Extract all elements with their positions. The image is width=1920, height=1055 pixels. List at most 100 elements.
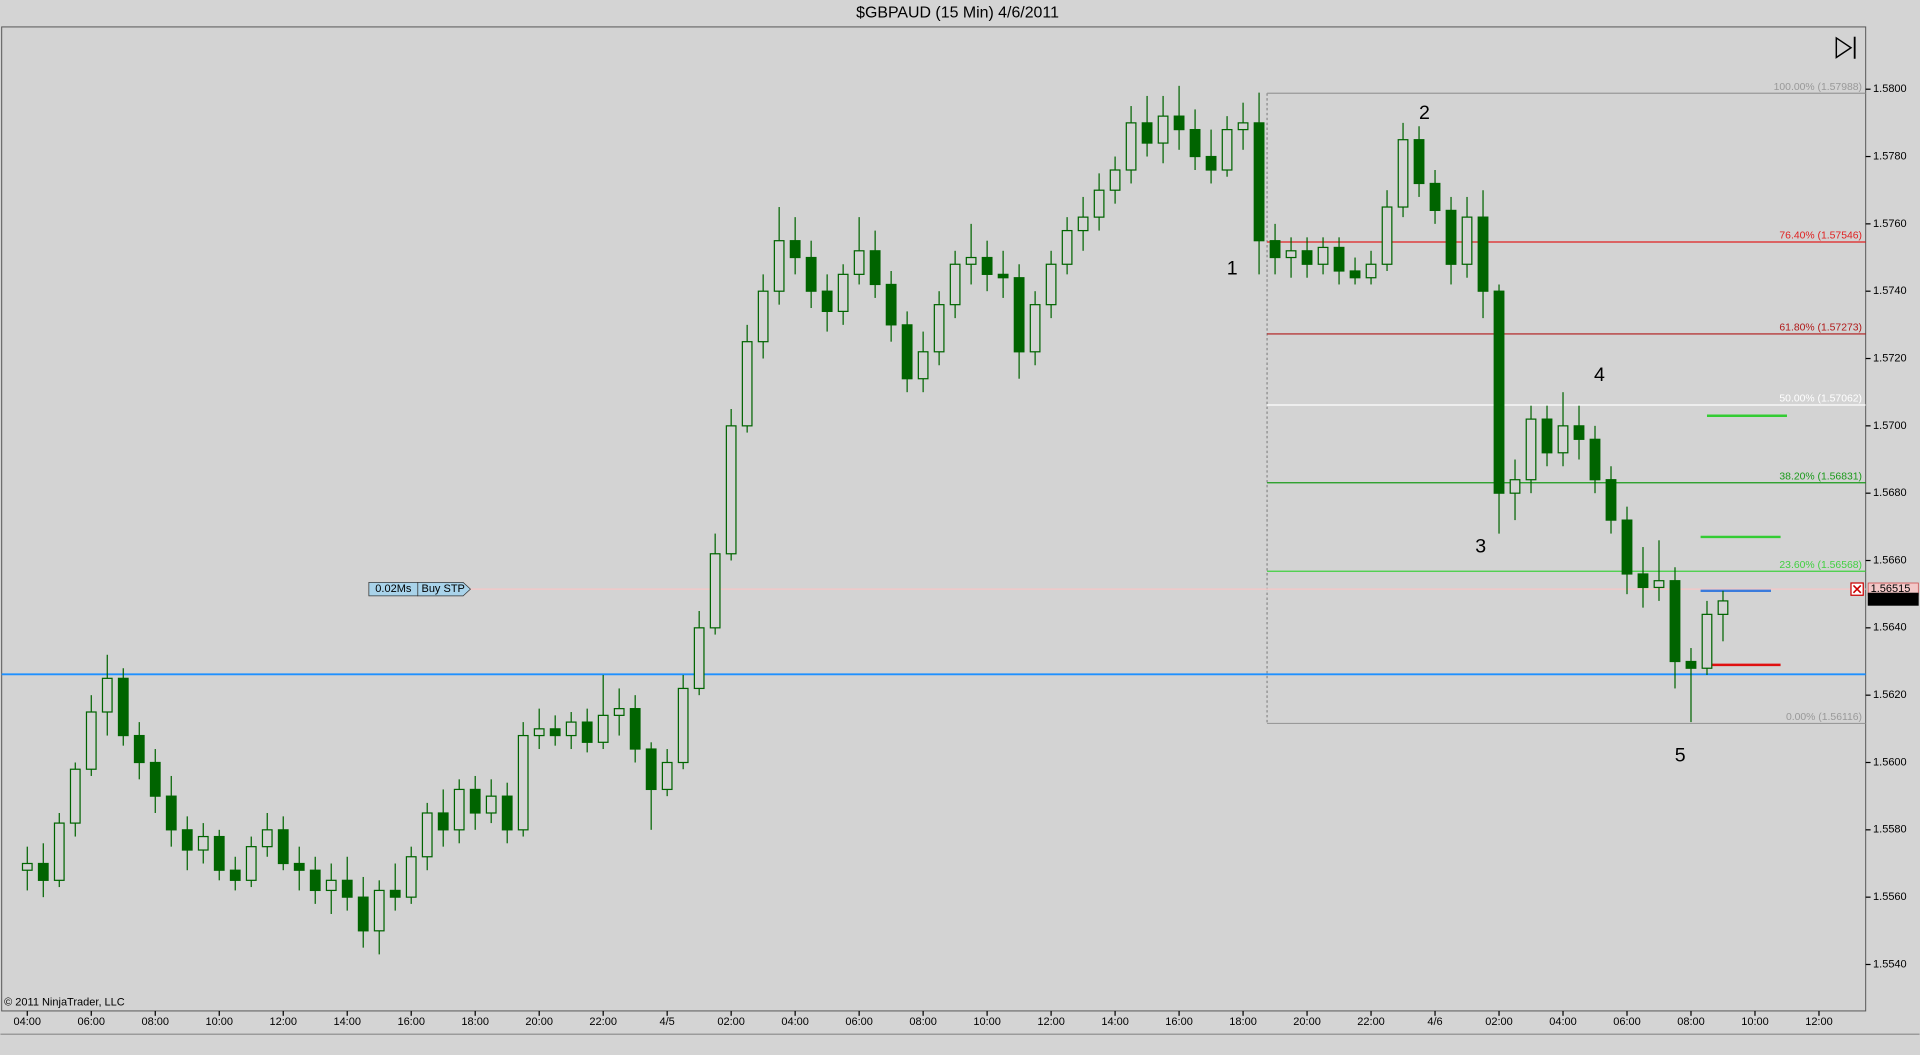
candle-body — [405, 856, 417, 898]
x-tick-label: 02:00 — [717, 1016, 745, 1028]
candle-body — [1317, 246, 1329, 265]
wave-label: 3 — [1475, 535, 1486, 557]
candle-body — [1637, 573, 1649, 589]
candle-body — [1045, 263, 1057, 306]
candle-body — [1061, 229, 1073, 265]
candle-body — [1685, 660, 1697, 669]
candle-body — [1621, 519, 1633, 575]
y-tick-label: 1.5700 — [1873, 420, 1907, 432]
y-tick-label: 1.5760 — [1873, 218, 1907, 230]
candle-body — [1397, 139, 1409, 208]
candle-body — [1029, 304, 1041, 353]
copyright: © 2011 NinjaTrader, LLC — [4, 996, 125, 1008]
x-tick-label: 04:00 — [1549, 1016, 1577, 1028]
candle-body — [1717, 600, 1729, 615]
candle-body — [1445, 209, 1457, 265]
x-tick-label: 08:00 — [909, 1016, 937, 1028]
x-tick-label: 10:00 — [1741, 1016, 1769, 1028]
x-tick-label: 04:00 — [781, 1016, 809, 1028]
candle-body — [837, 273, 849, 313]
candle-body — [341, 879, 353, 898]
toolbar-icon[interactable] — [1835, 36, 1856, 59]
candle-body — [117, 677, 129, 737]
candle-body — [949, 263, 961, 306]
fib-label: 61.80% (1.57273) — [1779, 323, 1862, 334]
candle-body — [277, 829, 289, 865]
x-tick-label: 04:00 — [14, 1016, 42, 1028]
x-tick-label: 20:00 — [525, 1016, 553, 1028]
chart-title: $GBPAUD (15 Min) 4/6/2011 — [856, 5, 1059, 22]
candle-body — [693, 627, 705, 690]
y-tick-label: 1.5720 — [1873, 352, 1907, 364]
candle-body — [421, 812, 433, 858]
wave-label: 1 — [1227, 257, 1238, 279]
y-tick-label: 1.5640 — [1873, 622, 1907, 634]
order-action-box[interactable] — [417, 582, 471, 597]
y-tick-label: 1.5540 — [1873, 958, 1907, 970]
candle-body — [181, 829, 193, 851]
candle-body — [1253, 122, 1265, 242]
candle-body — [1477, 216, 1489, 292]
candle-body — [1189, 128, 1201, 158]
x-tick-label: 16:00 — [1165, 1016, 1193, 1028]
candle-body — [981, 256, 993, 275]
x-tick-label: 06:00 — [845, 1016, 873, 1028]
candle-body — [69, 768, 81, 824]
candle-body — [197, 835, 209, 851]
candle-body — [245, 846, 257, 881]
candle-body — [133, 734, 145, 764]
play-icon[interactable] — [1835, 36, 1853, 59]
candle-body — [1413, 139, 1425, 185]
candle-body — [1701, 613, 1713, 669]
candle-body — [757, 290, 769, 343]
y-tick-label: 1.5680 — [1873, 487, 1907, 499]
candle-body — [645, 748, 657, 791]
candle-body — [1525, 418, 1537, 481]
candle-body — [469, 788, 481, 814]
order-action[interactable]: Buy STP — [421, 583, 464, 595]
candle-body — [709, 553, 721, 629]
candle-body — [1109, 169, 1121, 191]
fib-label: 50.00% (1.57062) — [1779, 394, 1862, 405]
candle-body — [21, 862, 33, 871]
candle-body — [613, 708, 625, 716]
candle-body — [533, 728, 545, 737]
candle-body — [629, 708, 641, 750]
candle-body — [357, 896, 369, 932]
x-tick-label: 18:00 — [461, 1016, 489, 1028]
price-marker-label: 1.56515 — [1871, 583, 1911, 595]
candle-body — [437, 812, 449, 831]
candle-body — [661, 761, 673, 791]
x-tick-label: 14:00 — [1101, 1016, 1129, 1028]
close-order-x[interactable] — [1852, 584, 1862, 594]
candle-body — [997, 273, 1009, 279]
candle-body — [1349, 270, 1361, 279]
candle-body — [1461, 216, 1473, 265]
order-quantity[interactable]: 0.02Ms — [375, 583, 412, 595]
candle-body — [1221, 128, 1233, 171]
candle-body — [677, 687, 689, 764]
candle-body — [885, 283, 897, 326]
candle-body — [309, 869, 321, 892]
candle-body — [901, 324, 913, 380]
y-tick-label: 1.5580 — [1873, 824, 1907, 836]
plot-area — [1, 26, 1867, 1012]
x-tick-label: 22:00 — [589, 1016, 617, 1028]
price-marker — [1867, 592, 1919, 606]
candle-body — [869, 250, 881, 286]
candle-body — [1509, 479, 1521, 494]
y-tick-label: 1.5660 — [1873, 554, 1907, 566]
candle-body — [821, 290, 833, 313]
candle-body — [965, 256, 977, 265]
fib-label: 76.40% (1.57546) — [1779, 231, 1862, 242]
x-tick-label: 10:00 — [205, 1016, 233, 1028]
fib-label: 23.60% (1.56568) — [1779, 560, 1862, 571]
candle-body — [1013, 277, 1025, 353]
price-marker-label: 1.56485 — [1871, 593, 1911, 605]
candle-body — [1269, 240, 1281, 259]
candle-body — [1589, 438, 1601, 481]
candle-body — [1205, 155, 1217, 171]
fib-label: 100.00% (1.57988) — [1774, 82, 1862, 93]
x-tick-label: 14:00 — [333, 1016, 361, 1028]
